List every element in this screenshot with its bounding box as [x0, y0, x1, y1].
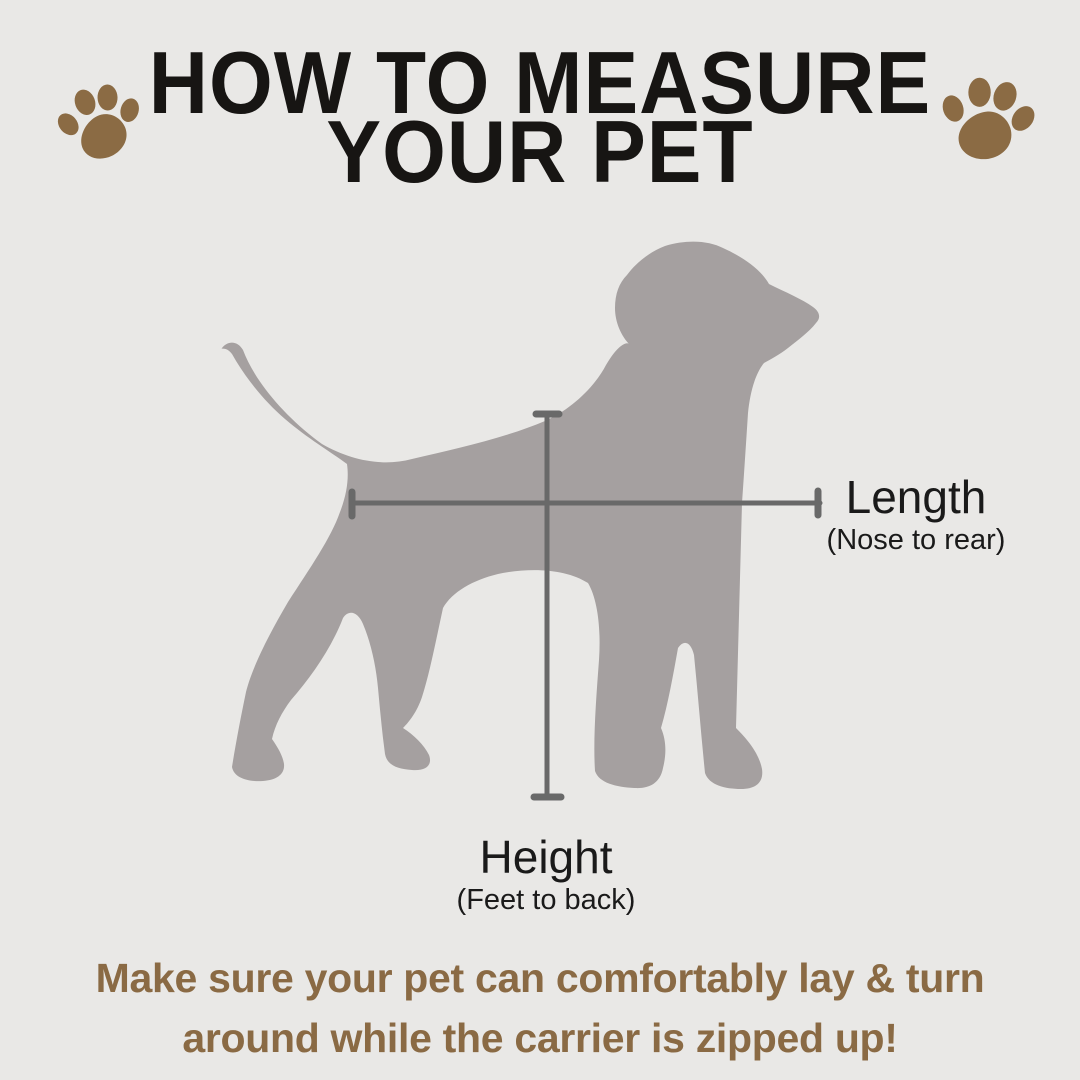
length-measure-line: [348, 487, 823, 520]
paw-print-icon: [57, 84, 139, 159]
dog-silhouette: [221, 241, 820, 789]
footer-note: Make sure your pet can comfortably lay &…: [0, 948, 1080, 1069]
title-line-2: YOUR PET: [326, 103, 754, 202]
title-line-1: HOW TO MEASURE: [148, 34, 932, 133]
height-measure-line: [530, 410, 565, 801]
length-label: Length (Nose to rear): [816, 472, 1016, 558]
footer-line-2: around while the carrier is zipped up!: [182, 1015, 898, 1062]
height-label-sub: (Feet to back): [456, 884, 636, 916]
footer-line-1: Make sure your pet can comfortably lay &…: [95, 955, 985, 1001]
height-label: Height (Feet to back): [396, 832, 696, 918]
page-title: HOW TO MEASURE YOUR PET: [0, 34, 1080, 202]
length-label-sub: (Nose to rear): [826, 524, 1006, 556]
paw-print-icon: [942, 77, 1035, 160]
length-label-main: Length: [845, 471, 987, 523]
height-label-main: Height: [479, 831, 613, 883]
